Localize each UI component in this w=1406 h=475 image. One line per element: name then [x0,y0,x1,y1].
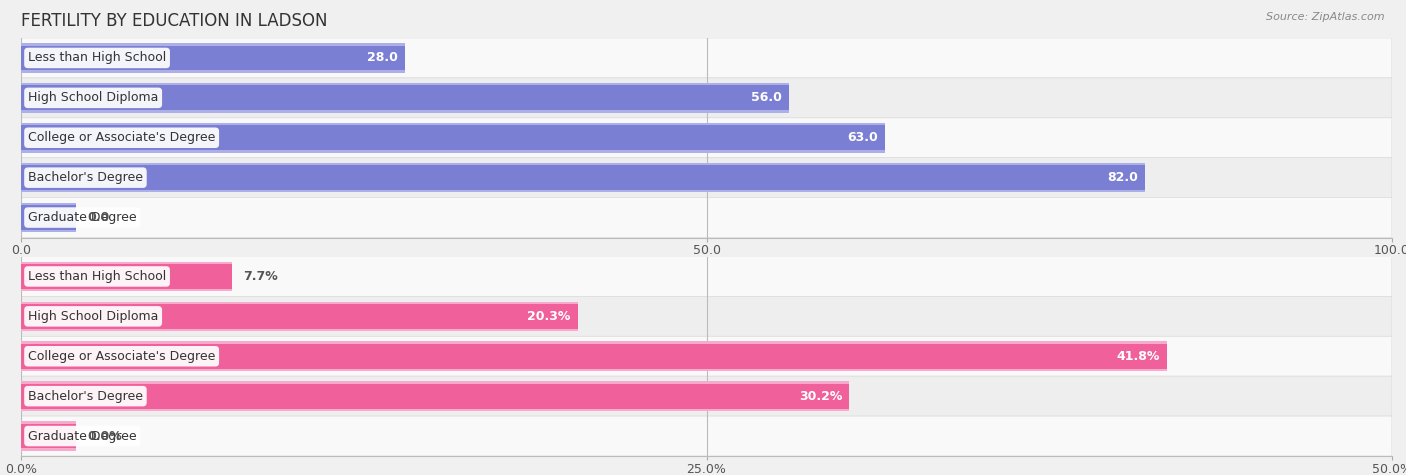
Text: Less than High School: Less than High School [28,51,166,65]
FancyBboxPatch shape [21,38,1392,78]
FancyBboxPatch shape [21,256,1392,296]
Text: 0.0%: 0.0% [87,429,122,443]
Text: High School Diploma: High School Diploma [28,91,159,104]
Text: Graduate Degree: Graduate Degree [28,429,136,443]
FancyBboxPatch shape [21,296,1392,336]
Text: 41.8%: 41.8% [1116,350,1160,363]
Text: 82.0: 82.0 [1108,171,1139,184]
Bar [21,203,76,232]
Bar [21,165,1144,190]
FancyBboxPatch shape [21,198,1392,238]
Bar [21,125,884,150]
Bar [21,205,76,230]
Text: FERTILITY BY EDUCATION IN LADSON: FERTILITY BY EDUCATION IN LADSON [21,12,328,30]
Text: College or Associate's Degree: College or Associate's Degree [28,131,215,144]
Bar [21,264,232,289]
Bar [21,43,405,73]
Bar [21,304,578,329]
Text: 0.0: 0.0 [87,211,110,224]
Text: Graduate Degree: Graduate Degree [28,211,136,224]
Text: 56.0: 56.0 [751,91,782,104]
Bar [21,83,789,113]
Bar [21,163,1144,192]
Text: 7.7%: 7.7% [243,270,278,283]
Bar [21,421,76,451]
Text: College or Associate's Degree: College or Associate's Degree [28,350,215,363]
Bar [21,424,76,448]
Bar [21,86,789,110]
FancyBboxPatch shape [21,376,1392,416]
Text: 30.2%: 30.2% [799,390,842,403]
FancyBboxPatch shape [21,158,1392,198]
Text: 20.3%: 20.3% [527,310,571,323]
Text: 63.0: 63.0 [848,131,877,144]
FancyBboxPatch shape [21,416,1392,456]
Text: Source: ZipAtlas.com: Source: ZipAtlas.com [1267,12,1385,22]
FancyBboxPatch shape [21,78,1392,118]
Bar [21,342,1167,371]
Bar [21,262,232,291]
FancyBboxPatch shape [21,118,1392,158]
Bar [21,302,578,331]
Bar [21,344,1167,369]
Text: 28.0: 28.0 [367,51,398,65]
Bar [21,381,849,411]
Bar [21,384,849,408]
Text: Less than High School: Less than High School [28,270,166,283]
Bar [21,123,884,152]
Bar [21,46,405,70]
Text: Bachelor's Degree: Bachelor's Degree [28,171,143,184]
Text: Bachelor's Degree: Bachelor's Degree [28,390,143,403]
FancyBboxPatch shape [21,336,1392,376]
Text: High School Diploma: High School Diploma [28,310,159,323]
